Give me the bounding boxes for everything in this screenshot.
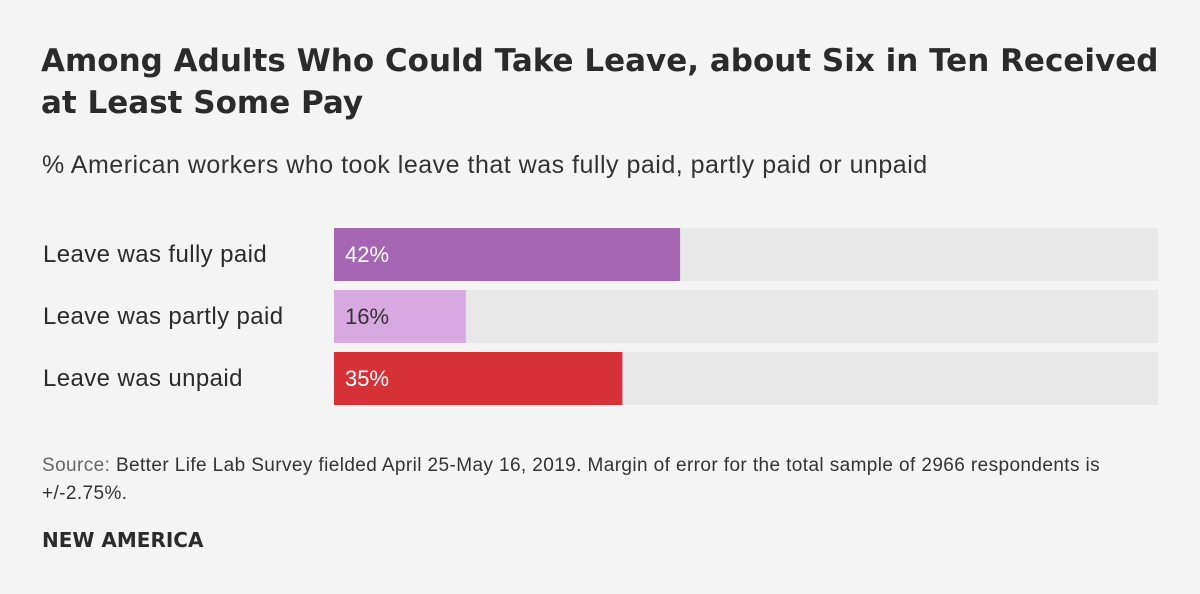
chart-subtitle: % American workers who took leave that w… bbox=[42, 151, 928, 179]
category-label: Leave was fully paid bbox=[43, 241, 267, 268]
bar bbox=[334, 352, 623, 405]
brand-logo: NEW AMERICA bbox=[42, 528, 204, 552]
bar bbox=[334, 290, 466, 343]
source-note: Source: Better Life Lab Survey fielded A… bbox=[42, 452, 1162, 508]
value-label: 42% bbox=[345, 242, 389, 267]
bar-chart: Leave was fully paid 42% Leave was partly … bbox=[43, 228, 1158, 405]
chart-title: Among Adults Who Could Take Leave, about… bbox=[41, 43, 1159, 121]
bar-track bbox=[334, 290, 1158, 343]
category-label: Leave was partly paid bbox=[43, 303, 284, 330]
bar bbox=[334, 228, 681, 281]
value-label: 16% bbox=[345, 304, 389, 329]
source-text: Better Life Lab Survey fielded April 25-… bbox=[42, 455, 1101, 504]
value-label: 35% bbox=[345, 366, 389, 391]
category-label: Leave was unpaid bbox=[43, 365, 243, 392]
source-label: Source: bbox=[42, 455, 111, 476]
